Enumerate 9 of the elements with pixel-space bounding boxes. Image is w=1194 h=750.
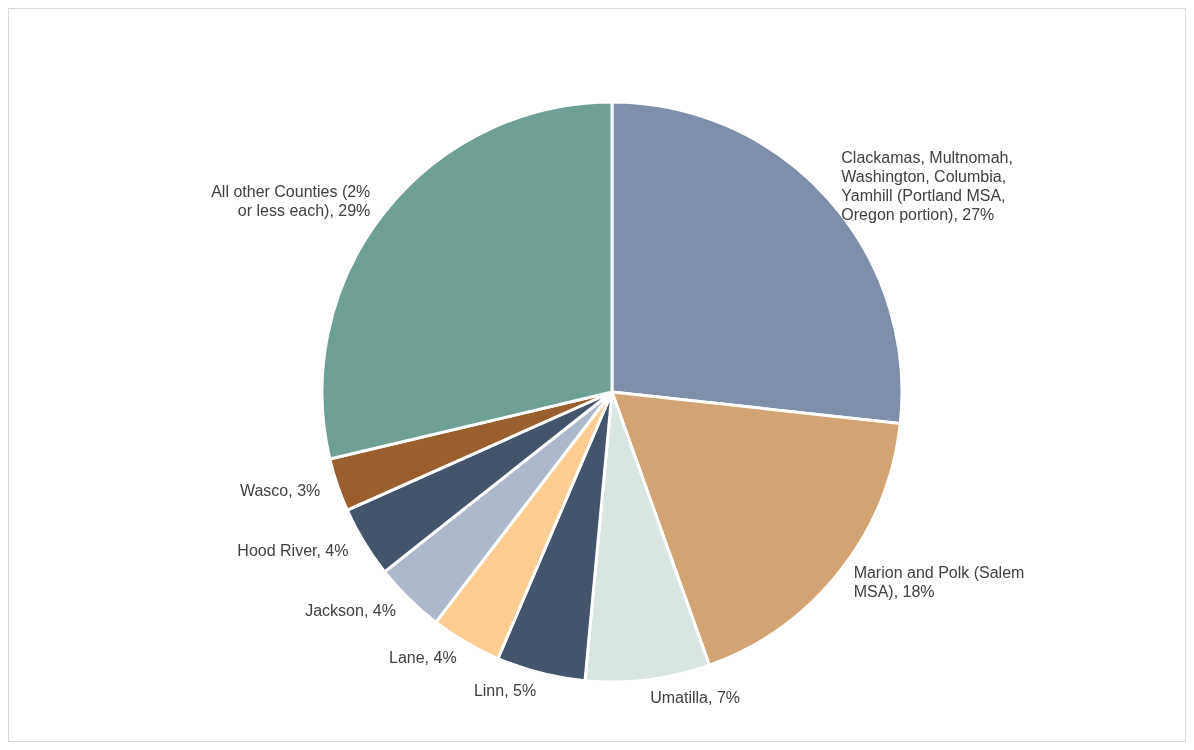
slice-label: Clackamas, Multnomah, Washington, Columbia, Yamhill (Portland MSA, Oregon portion), 27% [841,148,1013,223]
slice-label: Wasco, 3% [239,481,321,499]
slice-label: Marion and Polk (Salem MSA), 18% [853,564,1025,601]
slice-label: Jackson, 4% [305,602,396,620]
slice-label: Hood River, 4% [237,542,349,560]
slice-label: Umatilla, 7% [650,688,741,706]
slice-label: Linn, 5% [473,681,537,699]
slice-label: All other Counties (2% or less each), 29% [211,182,371,219]
slice-label: Lane, 4% [389,648,457,666]
